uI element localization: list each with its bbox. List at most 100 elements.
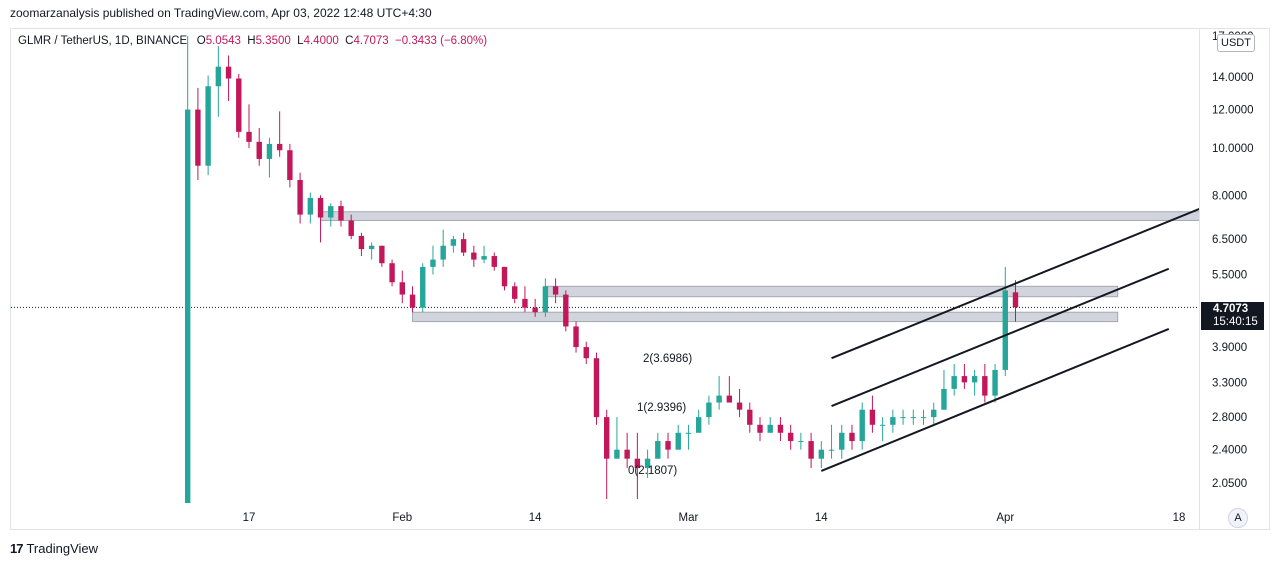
candle-body-2022-02-07 — [460, 239, 467, 253]
tradingview-logo[interactable]: 17 TradingView — [10, 541, 98, 556]
candle-body-2022-03-20 — [879, 424, 886, 426]
candle-body-2022-01-24 — [317, 197, 324, 218]
publisher-line: zoomarzanalysis published on TradingView… — [10, 6, 432, 20]
close-label: C — [345, 35, 354, 47]
candle-body-2022-03-23 — [910, 417, 916, 419]
y-tick-label: 3.9000 — [1212, 342, 1247, 354]
candle-body-2022-03-21 — [890, 417, 896, 425]
high-value: 5.3500 — [255, 35, 291, 47]
candle-body-2022-01-22 — [297, 179, 303, 215]
symbol-label: GLMR / TetherUS, 1D, BINANCE — [18, 35, 188, 47]
auto-scale-button[interactable]: A — [1228, 508, 1248, 528]
candle-body-2022-02-18 — [573, 326, 579, 348]
candle-body-2022-02-25 — [644, 458, 651, 469]
candle-body-2022-02-26 — [655, 441, 661, 459]
candle-body-2022-03-02 — [695, 417, 702, 433]
candle-body-2022-02-28 — [675, 432, 681, 450]
channel-line-0 — [820, 328, 1170, 472]
price-zone-1 — [544, 285, 1119, 298]
candle-body-2022-03-06 — [736, 402, 743, 410]
candle-body-2022-04-01 — [1002, 290, 1008, 370]
candle-body-2022-01-17 — [246, 131, 252, 142]
candle-body-2022-01-23 — [307, 197, 314, 215]
fib-label-1: 1(2.9396) — [637, 402, 686, 414]
fib-label-2: 2(3.6986) — [643, 353, 692, 365]
y-tick-label: 2.8000 — [1212, 412, 1247, 424]
candle-body-2022-03-10 — [777, 424, 784, 433]
open-value: 5.0543 — [205, 35, 241, 47]
candle-body-2022-02-21 — [604, 417, 610, 459]
candle-body-2022-03-05 — [726, 395, 733, 403]
currency-button[interactable]: USDT — [1217, 34, 1255, 52]
candle-body-2022-03-15 — [828, 449, 835, 451]
candle-body-2022-01-16 — [236, 78, 242, 132]
candle-body-2022-03-31 — [992, 369, 998, 396]
candle-body-2022-03-04 — [716, 395, 722, 403]
candle-body-2022-02-12 — [512, 286, 518, 299]
symbol-legend: GLMR / TetherUS, 1D, BINANCE O5.0543 H5.… — [18, 35, 487, 47]
y-tick-label: 2.4000 — [1212, 445, 1247, 457]
y-tick-label: 12.0000 — [1212, 105, 1254, 117]
price-axis-pane[interactable] — [1200, 28, 1270, 530]
candle-body-2022-01-12 — [195, 109, 201, 166]
candle-body-2022-03-27 — [951, 376, 957, 389]
candle-body-2022-03-11 — [787, 432, 794, 442]
price-zone-2 — [412, 311, 1119, 323]
candle-body-2022-02-17 — [563, 294, 569, 327]
candle-body-2022-02-08 — [471, 252, 477, 260]
close-value: 4.7073 — [353, 35, 389, 47]
candle-body-2022-03-03 — [706, 402, 712, 418]
candle-body-2022-02-11 — [501, 266, 508, 287]
y-tick-label: 14.0000 — [1212, 72, 1254, 84]
y-tick-label: 8.0000 — [1212, 190, 1247, 202]
candle-body-2022-02-24 — [634, 458, 641, 469]
last-price-tag: 4.7073 15:40:15 — [1201, 302, 1264, 330]
x-tick-label: 17 — [243, 512, 256, 524]
candle-body-2022-01-20 — [276, 143, 283, 151]
candle-body-2022-01-28 — [358, 235, 365, 250]
plot-area: 0(2.1807) 1(2.9396) 2(3.6986) — [11, 35, 1199, 503]
candle-body-2022-01-25 — [328, 206, 334, 218]
candle-body-2022-02-04 — [430, 259, 436, 267]
candle-body-2022-02-19 — [583, 347, 589, 359]
candle-body-2022-01-27 — [348, 220, 354, 236]
low-value: 4.4000 — [303, 35, 339, 47]
candle-body-2022-03-12 — [798, 441, 804, 443]
candle-body-2022-03-09 — [767, 424, 773, 433]
x-tick-label: 14 — [529, 512, 542, 524]
candle-body-2022-02-02 — [409, 294, 416, 308]
candle-body-2022-03-28 — [961, 376, 968, 383]
candle-body-2022-03-18 — [859, 409, 865, 442]
high-label: H — [247, 35, 256, 47]
candle-body-2022-01-30 — [379, 245, 385, 264]
candle-body-2022-01-11 — [184, 109, 191, 503]
candle-body-2022-02-20 — [593, 358, 600, 418]
candle-body-2022-03-17 — [849, 432, 855, 442]
candle-body-2022-03-14 — [818, 449, 825, 459]
candle-body-2022-03-07 — [747, 409, 753, 425]
candle-body-2022-03-19 — [869, 409, 876, 425]
tradingview-logo-mark: 17 — [10, 541, 24, 556]
x-tick-label: Mar — [679, 512, 699, 524]
candle-body-2022-01-13 — [205, 86, 211, 166]
candle-body-2022-03-16 — [839, 432, 845, 450]
candle-body-2022-02-13 — [522, 298, 528, 308]
candle-body-2022-03-22 — [900, 417, 906, 419]
candle-body-2022-02-16 — [552, 286, 559, 295]
candle-body-2022-04-02 — [1012, 292, 1019, 308]
candle-body-2022-03-30 — [982, 376, 988, 396]
chart-pane[interactable] — [10, 28, 1200, 530]
candle-body-2022-01-21 — [287, 150, 293, 180]
candle-body-2022-02-23 — [624, 449, 630, 459]
candle-body-2022-03-08 — [757, 424, 763, 433]
last-price-label: 4.7073 — [1213, 303, 1249, 315]
bar-countdown: 15:40:15 — [1213, 316, 1258, 328]
fib-label-0: 0(2.1807) — [628, 465, 677, 477]
low-label: L — [297, 35, 304, 47]
candle-body-2022-01-14 — [215, 66, 222, 87]
candle-body-2022-03-13 — [808, 441, 814, 459]
x-tick-label: 18 — [1173, 512, 1186, 524]
y-tick-label: 10.0000 — [1212, 143, 1254, 155]
candle-body-2022-02-10 — [491, 256, 497, 267]
